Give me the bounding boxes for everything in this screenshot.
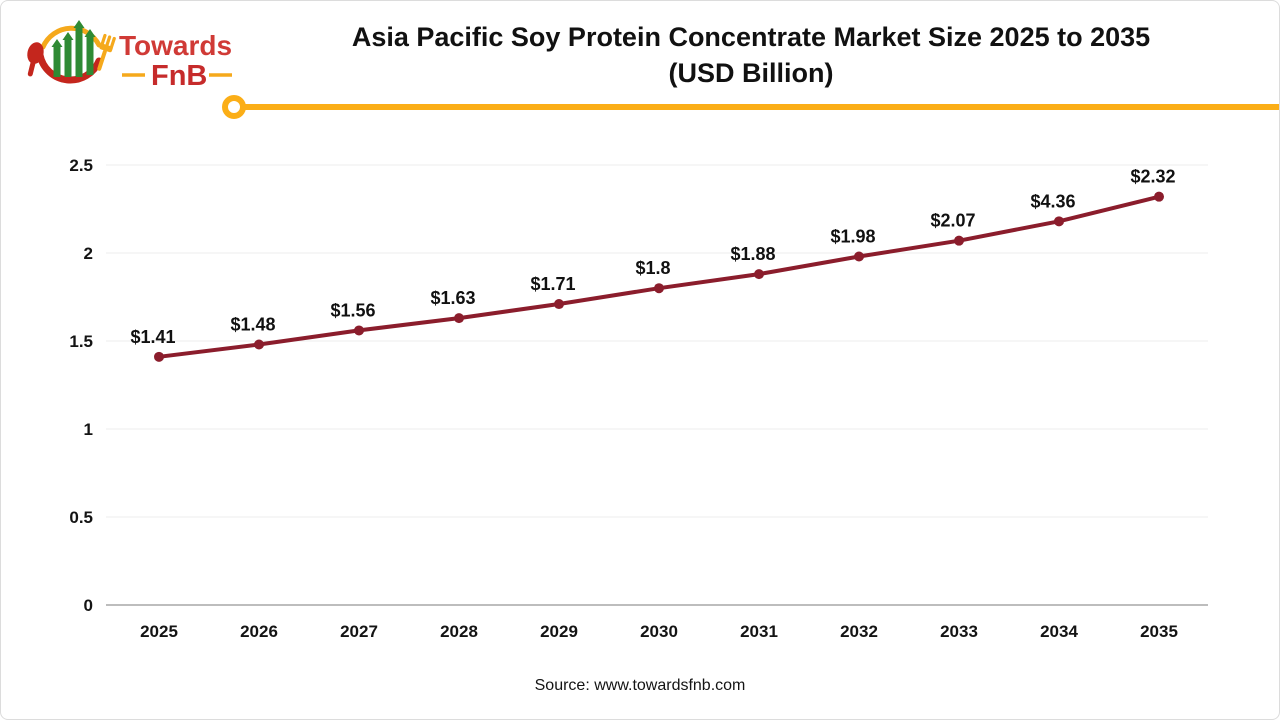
data-point-label: $1.71 xyxy=(530,274,575,294)
x-tick-label: 2032 xyxy=(840,622,878,641)
x-tick-label: 2028 xyxy=(440,622,478,641)
data-point-label: $1.48 xyxy=(230,315,275,335)
spoon-icon xyxy=(27,42,44,77)
towardsfnb-logo: Towards FnB xyxy=(19,13,234,95)
y-tick-label: 1 xyxy=(84,420,93,439)
divider-line xyxy=(245,104,1279,110)
data-point-label: $1.98 xyxy=(830,227,875,247)
y-tick-label: 1.5 xyxy=(69,332,93,351)
data-point-marker xyxy=(754,269,764,280)
data-point-label: $2.32 xyxy=(1130,167,1175,187)
logo-brand-line1: Towards xyxy=(119,30,232,61)
chart-title: Asia Pacific Soy Protein Concentrate Mar… xyxy=(251,19,1251,91)
data-point-label: $4.36 xyxy=(1030,191,1075,211)
y-tick-label: 2.5 xyxy=(69,156,93,175)
divider-ring-icon xyxy=(222,95,246,119)
x-tick-label: 2029 xyxy=(540,622,578,641)
x-tick-label: 2026 xyxy=(240,622,278,641)
x-tick-label: 2030 xyxy=(640,622,678,641)
x-tick-label: 2033 xyxy=(940,622,978,641)
data-point-marker xyxy=(654,283,664,294)
x-tick-label: 2031 xyxy=(740,622,778,641)
chart-title-line1: Asia Pacific Soy Protein Concentrate Mar… xyxy=(351,22,1151,52)
logo-arc-red xyxy=(36,51,103,84)
data-point-marker xyxy=(554,299,564,310)
data-point-label: $1.63 xyxy=(430,288,475,308)
data-point-marker xyxy=(454,313,464,324)
logo-brand-line2: FnB xyxy=(151,60,207,92)
fork-icon xyxy=(97,33,116,71)
y-tick-label: 0.5 xyxy=(69,508,93,527)
data-point-marker xyxy=(354,325,364,336)
x-tick-label: 2027 xyxy=(340,622,378,641)
logo-icon: Towards FnB xyxy=(27,20,232,92)
chart-title-line2: (USD Billion) xyxy=(668,58,834,88)
y-tick-label: 0 xyxy=(84,596,93,615)
x-tick-label: 2025 xyxy=(140,622,178,641)
x-tick-label: 2035 xyxy=(1140,622,1178,641)
data-point-marker xyxy=(954,235,964,246)
data-point-label: $2.07 xyxy=(930,211,975,231)
data-point-marker xyxy=(154,351,164,362)
data-point-label: $1.56 xyxy=(330,300,375,320)
data-point-label: $1.8 xyxy=(635,258,670,278)
source-text: Source: www.towardsfnb.com xyxy=(534,677,746,694)
y-tick-label: 2 xyxy=(84,244,93,263)
x-tick-label: 2034 xyxy=(1040,622,1078,641)
data-point-marker xyxy=(1054,216,1064,227)
data-point-marker xyxy=(1154,191,1164,202)
data-point-marker xyxy=(854,251,864,262)
data-point-label: $1.41 xyxy=(130,327,175,347)
logo-arc-yellow xyxy=(40,25,102,50)
data-point-label: $1.88 xyxy=(730,244,775,264)
data-point-marker xyxy=(254,339,264,350)
growth-bars-icon xyxy=(51,20,96,77)
